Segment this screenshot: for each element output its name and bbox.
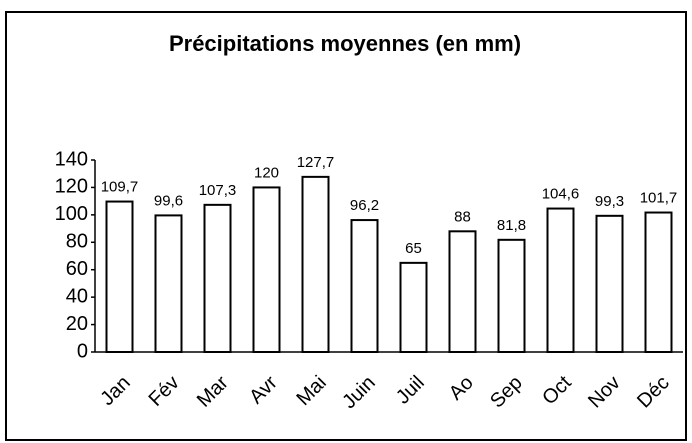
y-tick-label: 120 (55, 176, 88, 198)
value-label: 99,6 (154, 192, 183, 209)
value-label: 81,8 (497, 217, 526, 234)
bar (448, 230, 477, 353)
value-label: 101,7 (640, 189, 678, 206)
bar (350, 219, 379, 353)
y-tick-label: 40 (66, 285, 88, 307)
bar (154, 214, 183, 353)
value-label: 104,6 (542, 186, 580, 203)
bar (497, 238, 526, 353)
bar (595, 214, 624, 353)
y-tick-label: 100 (55, 203, 88, 225)
value-label: 109,7 (101, 179, 139, 196)
value-label: 96,2 (350, 197, 379, 214)
bar (252, 186, 281, 353)
value-label: 88 (454, 208, 471, 225)
y-tick-label: 20 (66, 313, 88, 335)
bar (644, 211, 673, 353)
bar (399, 261, 428, 354)
value-label: 127,7 (297, 154, 335, 171)
value-label: 65 (405, 240, 422, 257)
value-label: 107,3 (199, 182, 237, 199)
bar (105, 200, 134, 353)
y-tick-label: 60 (66, 258, 88, 280)
bar (546, 207, 575, 353)
bar (203, 203, 232, 353)
y-tick-label: 0 (77, 340, 88, 362)
chart-title: Précipitations moyennes (en mm) (169, 31, 521, 56)
bar (301, 175, 330, 353)
y-tick-label: 140 (55, 148, 88, 170)
y-tick-label: 80 (66, 231, 88, 253)
value-label: 99,3 (595, 193, 624, 210)
value-label: 120 (254, 164, 279, 181)
